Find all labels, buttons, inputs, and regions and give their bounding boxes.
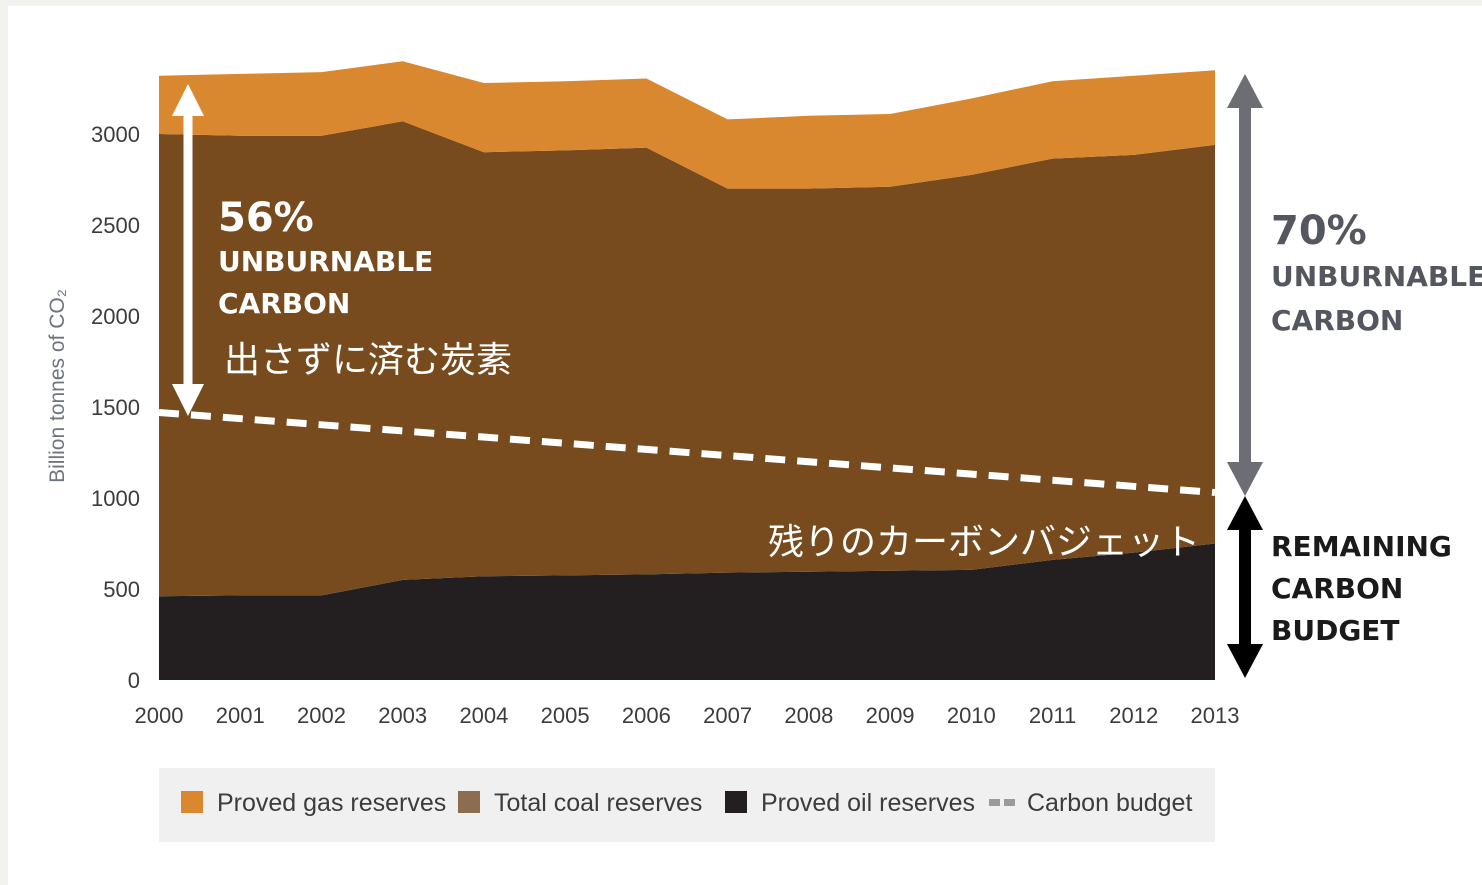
y-tick-label: 2500 xyxy=(91,213,140,238)
budget-line3: BUDGET xyxy=(1271,614,1400,647)
budget-line1: REMAINING xyxy=(1271,530,1452,563)
legend-swatch-gas xyxy=(181,791,203,813)
x-tick-label: 2005 xyxy=(541,703,590,728)
chart-frame: 0 500 1000 1500 2000 2500 3000 2000 2001 2002 200… xyxy=(8,6,1482,885)
x-tick-label: 2007 xyxy=(703,703,752,728)
legend-background xyxy=(159,768,1215,842)
area-series-proved-gas-reserves xyxy=(159,61,1215,189)
legend-swatch-coal xyxy=(458,791,480,813)
x-tick-label: 2002 xyxy=(297,703,346,728)
x-tick-label: 2009 xyxy=(866,703,915,728)
y-axis-label: Billion tonnes of CO₂ xyxy=(46,289,69,483)
x-tick-label: 2011 xyxy=(1029,703,1076,728)
legend-swatch-budget xyxy=(989,799,1015,806)
x-tick-label: 2012 xyxy=(1109,703,1158,728)
left-unburnable-line1: UNBURNABLE xyxy=(218,245,433,278)
y-tick-label: 500 xyxy=(103,577,140,602)
x-axis-ticks: 2000 2001 2002 2003 2004 2005 2006 2007 2008 2009… xyxy=(135,703,1240,728)
left-unburnable-arrow xyxy=(172,84,204,416)
carbon-budget-line xyxy=(158,408,1216,497)
legend-label-oil: Proved oil reserves xyxy=(761,789,975,817)
legend: Proved gas reserves Total coal reserves … xyxy=(159,768,1215,842)
x-tick-label: 2010 xyxy=(947,703,996,728)
x-tick-label: 2008 xyxy=(784,703,833,728)
y-tick-label: 3000 xyxy=(91,122,140,147)
area-series-proved-oil-reserves xyxy=(159,543,1215,680)
x-tick-label: 2000 xyxy=(135,703,184,728)
x-tick-label: 2001 xyxy=(216,703,265,728)
legend-label-coal: Total coal reserves xyxy=(494,789,702,817)
x-tick-label: 2013 xyxy=(1191,703,1240,728)
legend-label-budget: Carbon budget xyxy=(1027,789,1192,817)
legend-label-gas: Proved gas reserves xyxy=(217,789,446,817)
left-unburnable-jp: 出さずに済む炭素 xyxy=(224,340,512,381)
left-unburnable-line2: CARBON xyxy=(218,287,350,320)
legend-swatch-oil xyxy=(725,791,747,813)
area-series-total-coal-reserves xyxy=(159,121,1215,597)
y-axis-ticks: 0 500 1000 1500 2000 2500 3000 xyxy=(91,122,140,693)
right-unburnable-arrow xyxy=(1227,74,1263,496)
budget-line2: CARBON xyxy=(1271,572,1403,605)
y-tick-label: 0 xyxy=(128,668,140,693)
left-unburnable-percent: 56% xyxy=(218,195,314,241)
right-unburnable-line2: CARBON xyxy=(1271,304,1403,337)
right-unburnable-line1: UNBURNABLE xyxy=(1271,260,1482,293)
carbon-budget-group xyxy=(158,408,1216,497)
remaining-budget-arrow xyxy=(1227,496,1263,678)
area-series-group xyxy=(159,61,1215,680)
y-tick-label: 1000 xyxy=(91,486,140,511)
remaining-budget-jp: 残りのカーボンバジェット xyxy=(768,522,1200,563)
y-tick-label: 1500 xyxy=(91,395,140,420)
x-tick-label: 2003 xyxy=(378,703,427,728)
y-tick-label: 2000 xyxy=(91,304,140,329)
right-unburnable-percent: 70% xyxy=(1271,208,1367,254)
x-tick-label: 2006 xyxy=(622,703,671,728)
x-tick-label: 2004 xyxy=(459,703,508,728)
